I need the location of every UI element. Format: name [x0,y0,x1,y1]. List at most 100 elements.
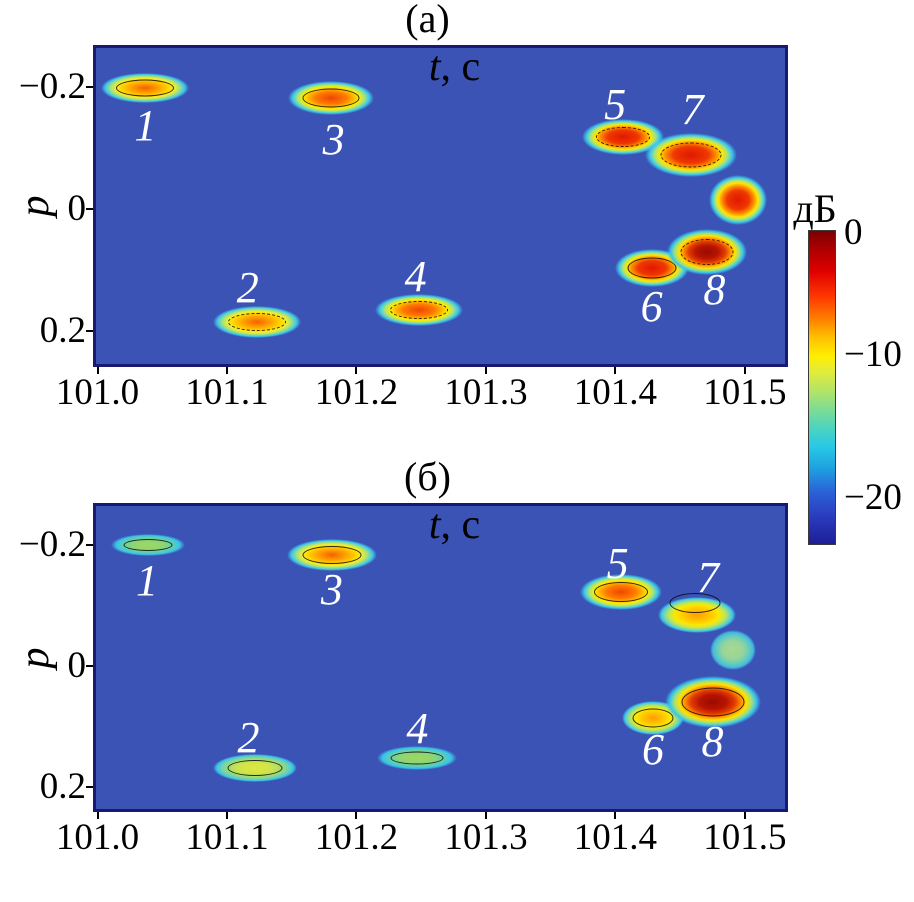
xlabel-var: t [428,44,441,90]
signal-blob [579,574,662,611]
blob-number-label: 5 [604,79,627,129]
y-tick-label: 0 [67,188,87,230]
y-tick-label: 0.2 [39,310,86,352]
signal-blob [374,294,463,327]
xlabel-units: , с [440,502,481,548]
x-tick-label: 101.0 [55,817,140,858]
blob-contour [632,708,674,728]
blob-contour [123,538,173,551]
blob-contour [669,593,721,614]
blob-number-label: 7 [696,553,719,603]
x-tick-label: 101.2 [314,817,399,858]
x-tick-label: 101.1 [185,372,269,413]
blob-number-label: 7 [681,85,704,135]
signal-blob [657,593,736,634]
x-tick-label: 101.5 [703,372,787,413]
colorbar-bar [808,230,836,545]
blob-number-label: 3 [320,565,343,615]
x-tick-label: 101.0 [55,372,140,413]
colorbar-label: дБ [793,186,837,231]
signal-blob [212,306,301,339]
blob-contour [302,546,362,565]
y-tick-mark [86,208,93,211]
blob-contour [660,142,721,168]
x-tick-mark [484,812,487,819]
x-tick-label: 101.4 [573,817,658,858]
x-tick-mark [226,367,228,374]
blob-contour [227,760,283,777]
x-tick-mark [355,367,358,374]
blob-contour [596,126,651,147]
signal-blob [377,746,458,771]
y-tick-mark [86,786,93,789]
signal-blob [286,539,377,572]
blob-contour [627,257,677,279]
blob-number-label: 1 [136,555,159,605]
x-tick-mark [226,812,228,819]
blob-contour [389,301,448,320]
y-tick-label: 0.2 [39,766,86,808]
x-tick-label: 101.4 [573,372,658,413]
blob-contour [681,687,745,717]
y-tick-mark [86,543,93,546]
xlabel-units: , с [440,44,481,90]
signal-blob [710,630,757,671]
panel-b-xlabel: t, с [107,503,802,547]
blob-layer-b: 1 2 3 4 5 6 7 8 [93,503,788,812]
blob-number-label: 1 [134,100,157,150]
y-tick-label: 0 [67,644,87,686]
blob-contour [390,751,444,765]
blob-number-label: 8 [701,717,724,767]
colorbar-tick-label: −20 [844,477,902,519]
x-tick-mark [743,812,746,819]
signal-blob [644,133,737,178]
panel-a-xlabel: t, с [107,45,802,89]
x-tick-mark [743,367,746,374]
signal-blob [101,72,190,103]
x-tick-label: 101.2 [314,372,399,413]
blob-number-label: 6 [640,281,663,331]
blob-contour [227,313,286,332]
colorbar-tick-label: −10 [844,334,902,376]
blob-number-label: 8 [703,264,726,314]
y-tick-mark [86,85,93,88]
blob-number-label: 4 [406,704,429,754]
blob-contour [302,88,360,108]
xlabel-var: t [428,502,441,548]
blob-contour [593,582,648,603]
x-tick-label: 101.3 [444,817,528,858]
signal-blob [709,174,768,225]
blob-number-label: 6 [641,725,664,775]
y-tick-label: −0.2 [18,523,86,565]
blob-number-label: 2 [236,263,259,313]
x-tick-mark [96,812,99,819]
signal-blob [213,754,298,783]
blob-number-label: 3 [322,115,345,165]
blob-number-label: 4 [404,252,427,302]
signal-blob [111,533,186,556]
blob-layer-a: 1 2 3 4 5 6 7 8 [93,45,788,367]
blob-number-label: 2 [237,713,260,763]
x-tick-mark [614,812,617,819]
x-tick-mark [355,812,358,819]
signal-blob [287,81,374,116]
blob-number-label: 5 [606,539,629,589]
y-tick-mark [86,664,93,667]
colorbar: дБ 0 −10 −20 [793,188,902,545]
panel-a-title: (a) [405,0,450,41]
x-tick-mark [614,367,617,374]
signal-blob [667,228,748,275]
x-tick-label: 101.3 [444,372,528,413]
panel-b-title: (б) [404,454,451,499]
x-tick-mark [484,367,487,374]
blob-contour [116,79,175,97]
y-tick-mark [86,330,93,333]
blob-contour [680,238,734,265]
x-tick-mark [96,367,99,374]
x-tick-label: 101.1 [185,817,269,858]
colorbar-tick-label: 0 [844,212,863,254]
x-tick-label: 101.5 [703,817,787,858]
